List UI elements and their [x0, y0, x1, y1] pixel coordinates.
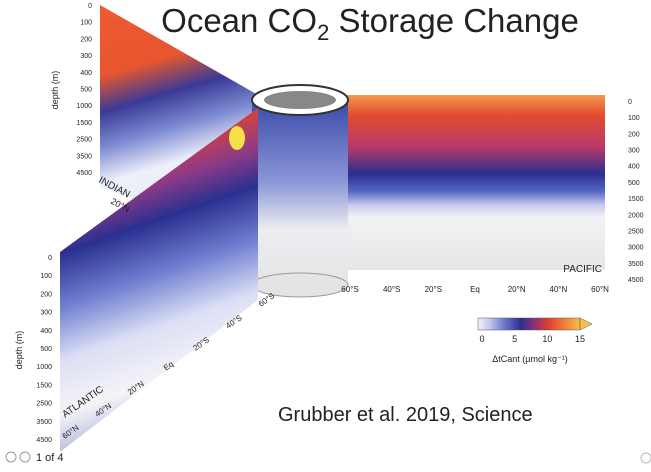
- depth-tick-label: 1500: [76, 120, 92, 127]
- depth-tick-label: 3000: [628, 245, 644, 252]
- lat-label: 20°N: [508, 285, 526, 294]
- colorbar-tick-label: 0: [479, 334, 484, 344]
- depth-tick-label: 100: [40, 273, 52, 280]
- lat-label: Eq: [470, 285, 480, 294]
- depth-tick-label: 2500: [76, 137, 92, 144]
- colorbar: [477, 317, 581, 331]
- depth-tick-label: 2500: [628, 228, 644, 235]
- depth-tick-label: 400: [80, 70, 92, 77]
- depth-tick-label: 300: [40, 310, 52, 317]
- pacific-section: [345, 95, 605, 270]
- slide-title: Ocean CO2 Storage Change: [161, 2, 579, 45]
- title-text-after: Storage Change: [329, 2, 579, 39]
- depth-tick-label: 200: [628, 131, 640, 138]
- colorbar-tick-label: 15: [575, 334, 585, 344]
- depth-tick-label: 500: [40, 346, 52, 353]
- depth-tick-label: 1500: [628, 196, 644, 203]
- lat-label: 60°S: [341, 285, 358, 294]
- lat-label: 20°S: [425, 285, 442, 294]
- next-button[interactable]: [19, 451, 31, 463]
- depth-tick-label: 2000: [628, 212, 644, 219]
- depth-tick-label: 200: [80, 36, 92, 43]
- antarctica-map: [264, 91, 336, 109]
- depth-tick-label: 400: [628, 164, 640, 171]
- depth-tick-label: 0: [88, 3, 92, 10]
- depth-tick-label: 300: [80, 53, 92, 60]
- depth-tick-label: 500: [80, 87, 92, 94]
- close-button[interactable]: [640, 452, 651, 464]
- lat-label: 60°N: [591, 285, 609, 294]
- colorbar-tick-label: 5: [512, 334, 517, 344]
- citation: Grubber et al. 2019, Science: [278, 404, 533, 426]
- title-subscript: 2: [317, 20, 329, 45]
- depth-tick-label: 4500: [628, 277, 644, 284]
- pager: 1 of 4: [36, 452, 64, 464]
- colorbar-tip: [579, 317, 593, 331]
- depth-tick-label: 3500: [36, 419, 52, 426]
- title-text: Ocean CO: [161, 2, 317, 39]
- prev-button[interactable]: [5, 451, 17, 463]
- atlantic-section: [60, 108, 258, 452]
- cylinder-body: [252, 100, 348, 285]
- depth-tick-label: 400: [40, 328, 52, 335]
- depth-tick-label: 1000: [76, 103, 92, 110]
- depth-axis-label: depth (m): [50, 71, 60, 110]
- hotspot: [229, 126, 245, 150]
- depth-tick-label: 4500: [76, 170, 92, 177]
- depth-tick-label: 3500: [628, 261, 644, 268]
- depth-tick-label: 0: [48, 255, 52, 262]
- depth-tick-label: 100: [80, 20, 92, 27]
- depth-tick-label: 100: [628, 115, 640, 122]
- lat-label: 40°N: [549, 285, 567, 294]
- basin-name: PACIFIC: [563, 264, 602, 275]
- colorbar-tick-label: 10: [542, 334, 552, 344]
- depth-tick-label: 1000: [36, 364, 52, 371]
- depth-tick-label: 4500: [36, 437, 52, 444]
- depth-axis-label: depth (m): [14, 331, 24, 370]
- depth-tick-label: 0: [628, 99, 632, 106]
- depth-tick-label: 300: [628, 148, 640, 155]
- depth-tick-label: 200: [40, 291, 52, 298]
- depth-tick-label: 3500: [76, 153, 92, 160]
- lat-label: 40°S: [383, 285, 400, 294]
- depth-tick-label: 500: [628, 180, 640, 187]
- depth-tick-label: 1500: [36, 382, 52, 389]
- colorbar-label: ΔtCant (µmol kg⁻¹): [492, 354, 567, 364]
- depth-tick-label: 2500: [36, 401, 52, 408]
